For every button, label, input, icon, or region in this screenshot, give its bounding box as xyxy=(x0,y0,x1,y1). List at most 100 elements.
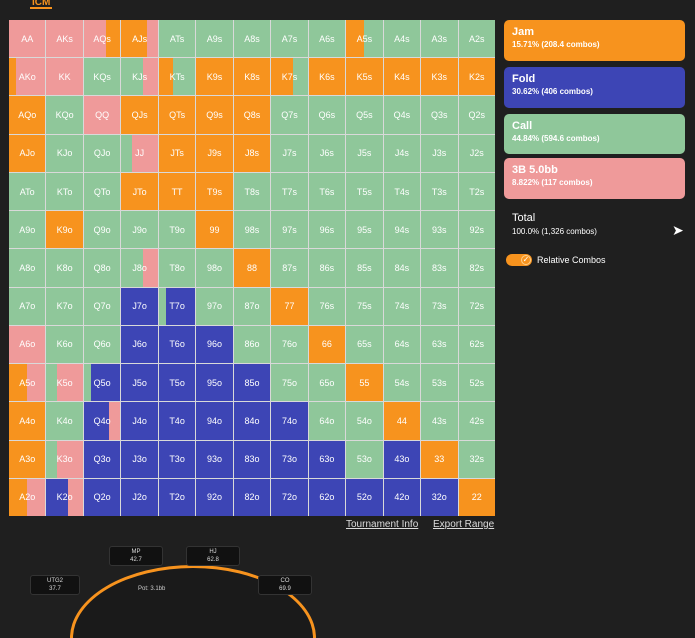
hand-cell[interactable]: K9s xyxy=(196,58,233,96)
hand-cell[interactable]: 96s xyxy=(308,211,346,249)
hand-cell[interactable]: J7o xyxy=(121,287,158,325)
hand-cell[interactable]: 87s xyxy=(271,249,308,287)
hand-cell[interactable]: 74s xyxy=(383,287,421,325)
hand-cell[interactable]: 43o xyxy=(383,440,421,478)
hand-cell[interactable]: JTo xyxy=(121,172,158,211)
hand-cell[interactable]: Q5o xyxy=(83,364,121,402)
hand-cell[interactable]: 82o xyxy=(233,478,271,516)
hand-cell[interactable]: 54o xyxy=(346,402,383,440)
hand-cell[interactable]: T5s xyxy=(346,172,383,211)
hand-cell[interactable]: 86s xyxy=(308,249,346,287)
hand-cell[interactable]: A7s xyxy=(271,20,308,58)
hand-cell[interactable]: 96o xyxy=(196,325,233,364)
3bet-action-card[interactable]: 3B 5.0bb 8.822% (117 combos) xyxy=(504,158,685,199)
hand-cell[interactable]: J5s xyxy=(346,134,383,172)
hand-cell[interactable]: A6s xyxy=(308,20,346,58)
relative-combos-toggle[interactable]: ✓ Relative Combos xyxy=(506,254,606,266)
hand-cell[interactable]: J3s xyxy=(421,134,458,172)
hand-cell[interactable]: QTs xyxy=(158,96,196,134)
toggle-switch[interactable]: ✓ xyxy=(506,254,532,266)
hand-cell[interactable]: K8s xyxy=(233,58,271,96)
hand-cell[interactable]: K7o xyxy=(46,287,83,325)
hand-cell[interactable]: J2s xyxy=(458,134,495,172)
hand-cell[interactable]: Q9o xyxy=(83,211,121,249)
hand-cell[interactable]: A2s xyxy=(458,20,495,58)
hand-cell[interactable]: 83o xyxy=(233,440,271,478)
hand-cell[interactable]: AJo xyxy=(9,134,46,172)
hand-cell[interactable]: Q4o xyxy=(83,402,121,440)
hand-cell[interactable]: 76o xyxy=(271,325,308,364)
hand-cell[interactable]: KK xyxy=(46,58,83,96)
hand-cell[interactable]: Q6s xyxy=(308,96,346,134)
hand-cell[interactable]: T7s xyxy=(271,172,308,211)
seat-mp[interactable]: MP 42.7 xyxy=(109,546,163,566)
hand-cell[interactable]: K3s xyxy=(421,58,458,96)
hand-cell[interactable]: K3o xyxy=(46,440,83,478)
hand-cell[interactable]: 84o xyxy=(233,402,271,440)
hand-cell[interactable]: Q6o xyxy=(83,325,121,364)
hand-cell[interactable]: 44 xyxy=(383,402,421,440)
hand-cell[interactable]: 52s xyxy=(458,364,495,402)
hand-cell[interactable]: 85s xyxy=(346,249,383,287)
fold-action-card[interactable]: Fold 30.62% (406 combos) xyxy=(504,67,685,108)
hand-cell[interactable]: QJs xyxy=(121,96,158,134)
hand-cell[interactable]: 85o xyxy=(233,364,271,402)
hand-cell[interactable]: J4o xyxy=(121,402,158,440)
seat-utg2[interactable]: UTG2 37.7 xyxy=(30,575,80,595)
hand-cell[interactable]: T5o xyxy=(158,364,196,402)
hand-cell[interactable]: J7s xyxy=(271,134,308,172)
hand-cell[interactable]: K7s xyxy=(271,58,308,96)
hand-cell[interactable]: 42s xyxy=(458,402,495,440)
hand-cell[interactable]: 65o xyxy=(308,364,346,402)
hand-cell[interactable]: 63s xyxy=(421,325,458,364)
hand-cell[interactable]: T3o xyxy=(158,440,196,478)
hand-cell[interactable]: 93s xyxy=(421,211,458,249)
hand-cell[interactable]: 62o xyxy=(308,478,346,516)
hand-cell[interactable]: J8s xyxy=(233,134,271,172)
hand-cell[interactable]: 53o xyxy=(346,440,383,478)
hand-cell[interactable]: A8o xyxy=(9,249,46,287)
hand-cell[interactable]: 99 xyxy=(196,211,233,249)
hand-cell[interactable]: 22 xyxy=(458,478,495,516)
hand-cell[interactable]: 98o xyxy=(196,249,233,287)
hand-cell[interactable]: J3o xyxy=(121,440,158,478)
hand-cell[interactable]: 72o xyxy=(271,478,308,516)
hand-cell[interactable]: 64s xyxy=(383,325,421,364)
hand-cell[interactable]: JJ xyxy=(121,134,158,172)
hand-cell[interactable]: 84s xyxy=(383,249,421,287)
hand-cell[interactable]: A4o xyxy=(9,402,46,440)
hand-cell[interactable]: Q4s xyxy=(383,96,421,134)
hand-cell[interactable]: AJs xyxy=(121,20,158,58)
hand-cell[interactable]: T9o xyxy=(158,211,196,249)
hand-cell[interactable]: 95s xyxy=(346,211,383,249)
hand-cell[interactable]: A5o xyxy=(9,364,46,402)
hand-cell[interactable]: KQs xyxy=(83,58,121,96)
hand-cell[interactable]: T4s xyxy=(383,172,421,211)
hand-cell[interactable]: 33 xyxy=(421,440,458,478)
hand-cell[interactable]: J9o xyxy=(121,211,158,249)
hand-cell[interactable]: K6s xyxy=(308,58,346,96)
call-action-card[interactable]: Call 44.84% (594.6 combos) xyxy=(504,114,685,154)
hand-cell[interactable]: Q7s xyxy=(271,96,308,134)
hand-cell[interactable]: Q7o xyxy=(83,287,121,325)
hand-cell[interactable]: QJo xyxy=(83,134,121,172)
hand-cell[interactable]: 73o xyxy=(271,440,308,478)
hand-cell[interactable]: 72s xyxy=(458,287,495,325)
hand-cell[interactable]: AKs xyxy=(46,20,83,58)
hand-cell[interactable]: T8o xyxy=(158,249,196,287)
hand-cell[interactable]: Q5s xyxy=(346,96,383,134)
hand-cell[interactable]: K4s xyxy=(383,58,421,96)
hand-cell[interactable]: 32o xyxy=(421,478,458,516)
hand-cell[interactable]: 94o xyxy=(196,402,233,440)
hand-cell[interactable]: T7o xyxy=(158,287,196,325)
seat-hj[interactable]: HJ 62.8 xyxy=(186,546,240,566)
hand-cell[interactable]: 74o xyxy=(271,402,308,440)
hand-cell[interactable]: 54s xyxy=(383,364,421,402)
hand-cell[interactable]: J2o xyxy=(121,478,158,516)
hand-cell[interactable]: K8o xyxy=(46,249,83,287)
hand-cell[interactable]: 88 xyxy=(233,249,271,287)
hand-cell[interactable]: AKo xyxy=(9,58,46,96)
hand-cell[interactable]: 63o xyxy=(308,440,346,478)
hand-cell[interactable]: 92o xyxy=(196,478,233,516)
hand-cell[interactable]: AQo xyxy=(9,96,46,134)
